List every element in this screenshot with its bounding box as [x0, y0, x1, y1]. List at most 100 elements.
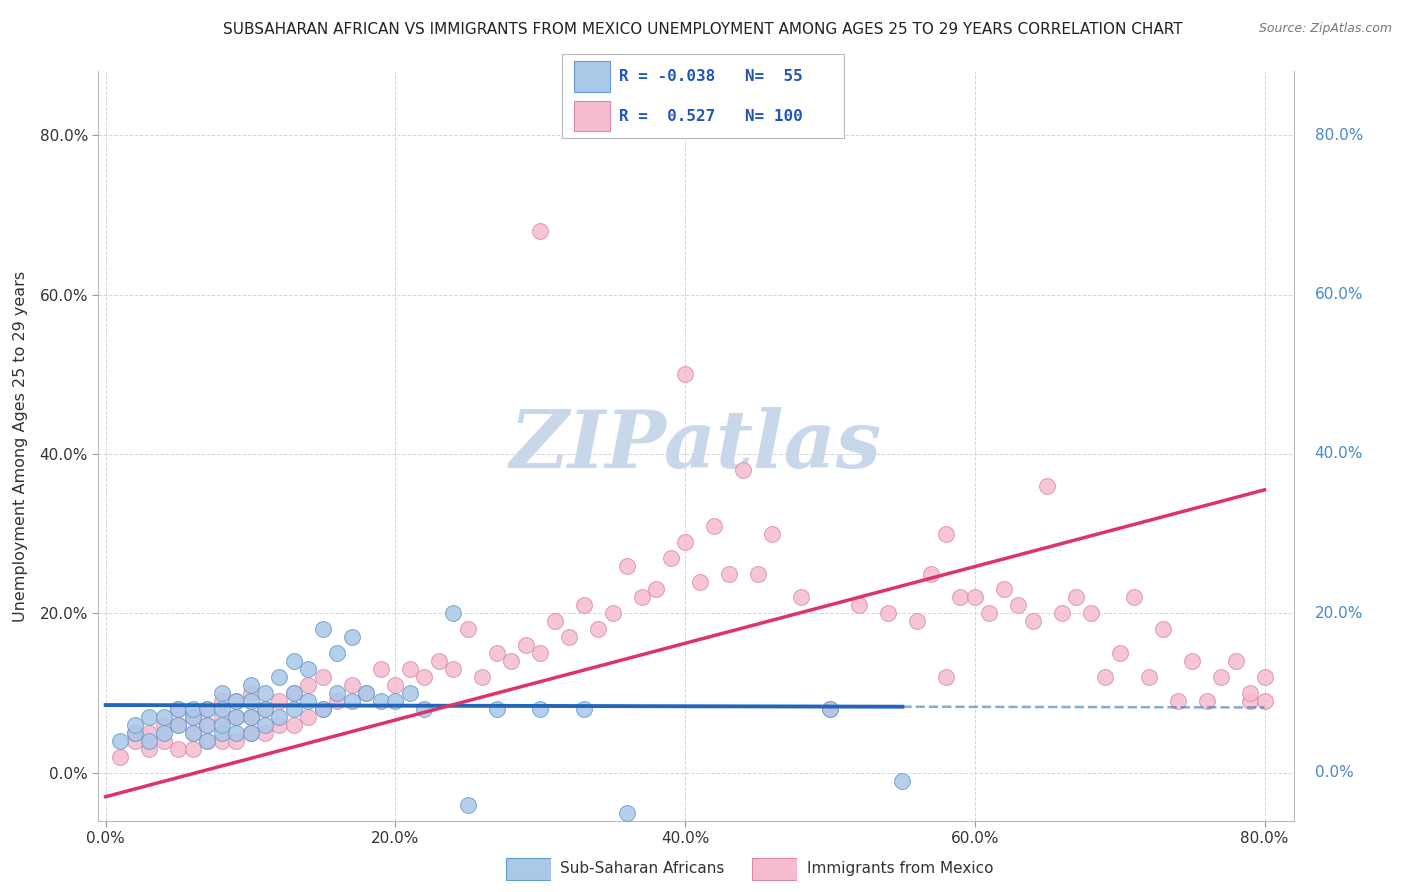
Point	[211, 718, 233, 732]
Point	[138, 742, 160, 756]
Point	[225, 694, 247, 708]
Point	[818, 702, 841, 716]
Point	[1036, 479, 1059, 493]
Point	[326, 694, 349, 708]
Text: ZIPatlas: ZIPatlas	[510, 408, 882, 484]
Point	[269, 710, 291, 724]
Point	[239, 726, 262, 740]
Point	[673, 534, 696, 549]
Point	[283, 686, 305, 700]
Point	[1167, 694, 1189, 708]
Text: N=  55: N= 55	[745, 69, 803, 84]
Point	[340, 678, 363, 692]
Point	[340, 630, 363, 644]
Point	[181, 726, 204, 740]
Point	[1022, 615, 1045, 629]
Point	[1253, 670, 1275, 684]
Text: R = -0.038: R = -0.038	[619, 69, 714, 84]
Point	[558, 630, 581, 644]
Point	[356, 686, 378, 700]
Point	[717, 566, 740, 581]
Point	[297, 662, 319, 676]
Text: Immigrants from Mexico: Immigrants from Mexico	[807, 862, 994, 876]
Text: 40.0%: 40.0%	[1315, 447, 1362, 461]
Point	[225, 734, 247, 748]
Point	[1152, 623, 1174, 637]
Point	[312, 670, 335, 684]
Point	[659, 550, 682, 565]
Point	[471, 670, 494, 684]
Point	[501, 654, 523, 668]
Point	[457, 797, 479, 812]
Point	[413, 702, 436, 716]
Point	[239, 710, 262, 724]
Point	[225, 710, 247, 724]
Point	[645, 582, 668, 597]
Point	[167, 702, 190, 716]
Point	[399, 686, 422, 700]
Point	[572, 702, 595, 716]
Point	[529, 646, 551, 660]
Point	[211, 710, 233, 724]
Point	[703, 518, 725, 533]
Point	[891, 773, 914, 788]
Point	[356, 686, 378, 700]
Point	[167, 702, 190, 716]
Point	[384, 678, 406, 692]
Point	[124, 734, 146, 748]
Point	[108, 734, 131, 748]
Point	[253, 718, 276, 732]
Point	[979, 607, 1001, 621]
Point	[1239, 694, 1261, 708]
Text: 20.0%: 20.0%	[1315, 606, 1362, 621]
Point	[269, 694, 291, 708]
Point	[269, 718, 291, 732]
Point	[253, 702, 276, 716]
Point	[195, 718, 218, 732]
Text: 0.0%: 0.0%	[1315, 765, 1354, 780]
Point	[399, 662, 422, 676]
Point	[152, 718, 174, 732]
Point	[877, 607, 900, 621]
Point	[920, 566, 942, 581]
Point	[1050, 607, 1073, 621]
Text: SUBSAHARAN AFRICAN VS IMMIGRANTS FROM MEXICO UNEMPLOYMENT AMONG AGES 25 TO 29 YE: SUBSAHARAN AFRICAN VS IMMIGRANTS FROM ME…	[224, 22, 1182, 37]
Point	[1225, 654, 1247, 668]
Point	[963, 591, 986, 605]
Point	[195, 734, 218, 748]
Point	[1123, 591, 1146, 605]
Point	[297, 678, 319, 692]
Point	[935, 526, 957, 541]
Text: 60.0%: 60.0%	[1315, 287, 1362, 302]
Point	[326, 686, 349, 700]
Point	[211, 694, 233, 708]
Point	[630, 591, 652, 605]
Point	[312, 702, 335, 716]
Point	[239, 678, 262, 692]
Point	[441, 607, 464, 621]
Point	[152, 710, 174, 724]
Point	[340, 694, 363, 708]
Point	[747, 566, 769, 581]
Point	[485, 702, 508, 716]
Point	[1137, 670, 1160, 684]
Point	[167, 718, 190, 732]
Point	[848, 599, 870, 613]
Point	[211, 702, 233, 716]
Point	[1080, 607, 1102, 621]
Point	[297, 694, 319, 708]
Point	[283, 718, 305, 732]
Point	[211, 734, 233, 748]
Text: R =  0.527: R = 0.527	[619, 109, 714, 124]
Point	[529, 224, 551, 238]
Point	[181, 726, 204, 740]
Point	[124, 726, 146, 740]
Point	[239, 726, 262, 740]
Point	[239, 694, 262, 708]
Point	[586, 623, 609, 637]
Text: Sub-Saharan Africans: Sub-Saharan Africans	[560, 862, 724, 876]
Point	[167, 742, 190, 756]
Point	[1094, 670, 1116, 684]
Point	[181, 710, 204, 724]
Point	[905, 615, 928, 629]
